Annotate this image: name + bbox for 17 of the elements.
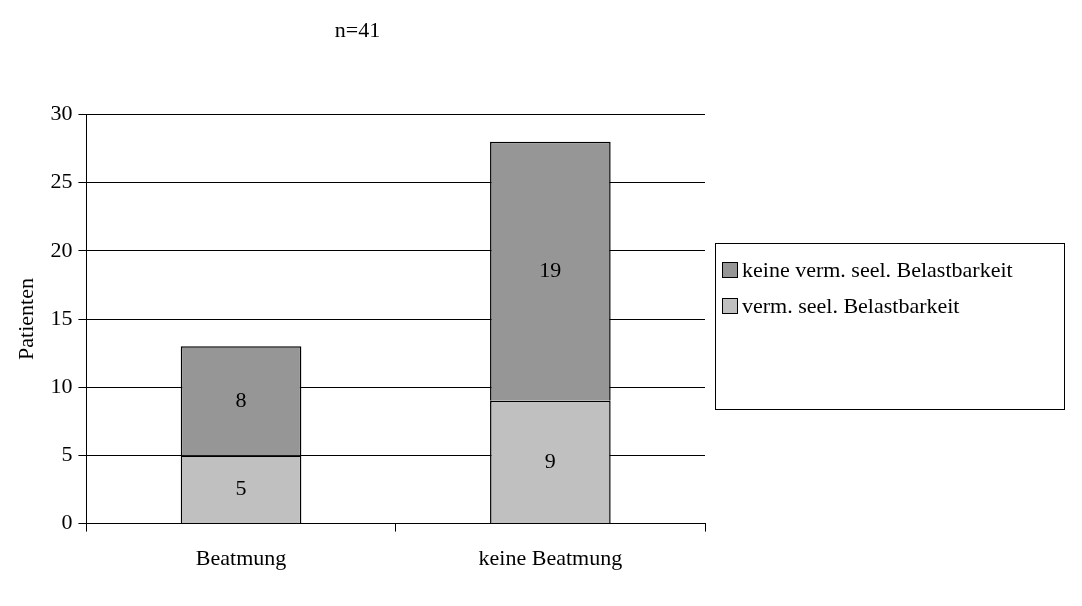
legend-label: verm. seel. Belastbarkeit xyxy=(742,292,960,320)
legend-label: keine verm. seel. Belastbarkeit xyxy=(742,256,1013,284)
data-label: 9 xyxy=(544,447,556,473)
y-tick-label: 10 xyxy=(50,372,73,398)
x-tick-label: Beatmung xyxy=(195,544,287,570)
data-label: 5 xyxy=(235,475,247,501)
y-tick-label: 25 xyxy=(50,168,73,194)
chart-title: n=41 xyxy=(334,16,381,42)
y-tick-label: 0 xyxy=(61,509,73,535)
data-label: 8 xyxy=(235,386,247,412)
x-tick-label: keine Beatmung xyxy=(478,544,623,570)
y-tick-label: 30 xyxy=(50,100,73,126)
y-tick-label: 15 xyxy=(50,304,73,330)
y-tick-label: 20 xyxy=(50,236,73,262)
y-tick-label: 5 xyxy=(61,441,73,467)
data-label: 19 xyxy=(539,257,562,283)
y-axis-title: Patienten xyxy=(12,278,38,360)
